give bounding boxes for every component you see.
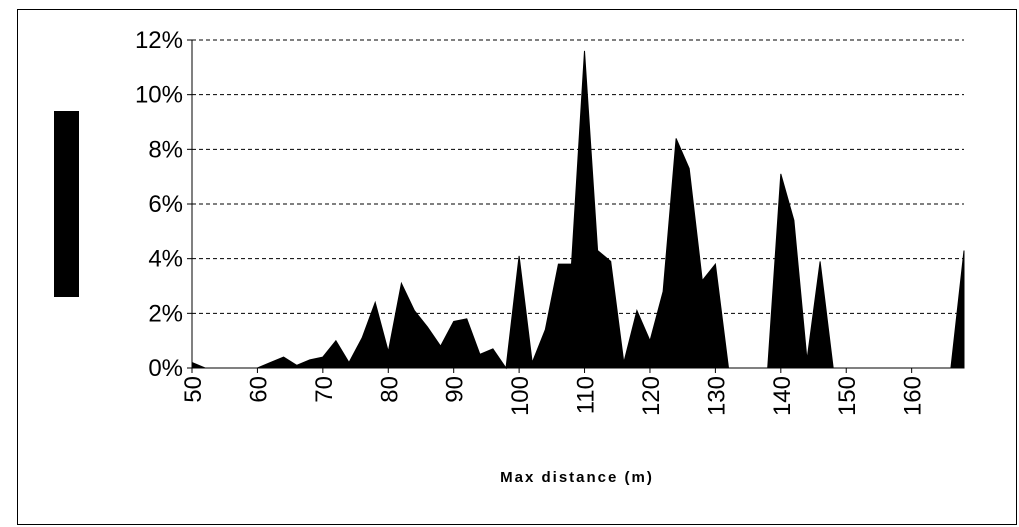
y-tick-label: 6%	[148, 191, 183, 218]
x-tick-label: 60	[245, 376, 272, 403]
y-tick-label: 8%	[148, 136, 183, 163]
x-tick-label: 100	[507, 376, 534, 416]
y-tick-label: 4%	[148, 246, 183, 273]
x-tick-label: 50	[180, 376, 207, 403]
area-series	[191, 50, 965, 370]
area-fill	[191, 50, 965, 370]
x-tick-label: 90	[442, 376, 469, 403]
x-tick-label: 70	[311, 376, 338, 403]
x-tick-label: 140	[769, 376, 796, 416]
x-tick-label: 120	[638, 376, 665, 416]
x-tick-label: 160	[900, 376, 927, 416]
y-tick-label: 0%	[148, 355, 183, 382]
x-tick-label: 110	[573, 376, 600, 414]
legend-key	[54, 111, 79, 297]
x-tick-label: 150	[834, 376, 861, 416]
y-tick-label: 2%	[148, 300, 183, 327]
x-axis-title: Max distance (m)	[500, 469, 654, 486]
y-tick-label: 10%	[135, 82, 183, 109]
x-tick-labels: 50 60 70 80 90 100 110 120 130 140 150 160	[180, 368, 927, 416]
y-tick-label: 12%	[135, 27, 183, 54]
x-tick-label: 80	[376, 376, 403, 403]
y-tick-labels: 0% 2% 4% 6% 8% 10% 12%	[135, 27, 192, 382]
x-tick-label: 130	[703, 376, 730, 416]
